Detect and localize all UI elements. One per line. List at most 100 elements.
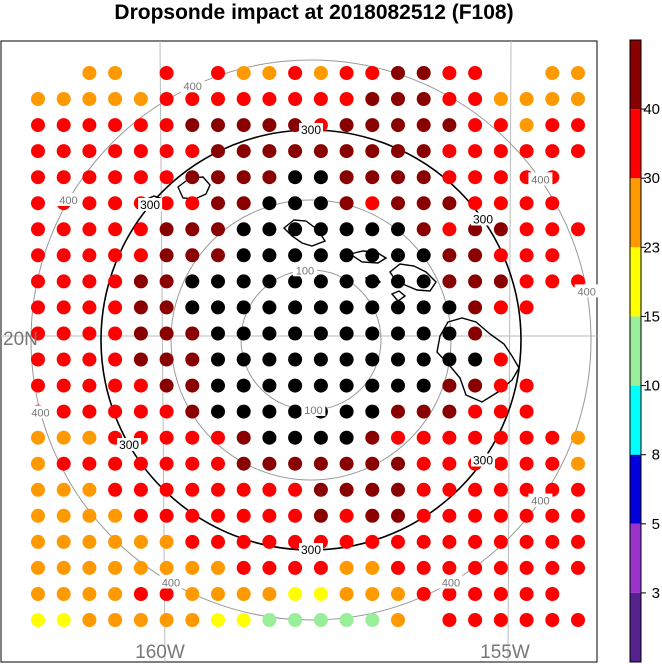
impact-dot <box>82 118 97 133</box>
impact-dot <box>56 560 71 575</box>
impact-dot <box>31 352 45 367</box>
impact-dot <box>133 300 148 315</box>
impact-dot <box>185 482 200 497</box>
impact-dot <box>108 248 123 263</box>
impact-dot <box>185 352 200 367</box>
impact-dot <box>545 118 560 133</box>
ring-label-400: 400 <box>31 408 49 420</box>
impact-dot <box>133 560 148 575</box>
impact-dot <box>571 66 585 80</box>
impact-dot <box>313 378 328 393</box>
impact-dot <box>519 118 534 133</box>
impact-dot <box>442 196 457 211</box>
impact-dot <box>185 170 200 185</box>
impact-dot <box>31 482 45 497</box>
impact-dot <box>211 404 225 419</box>
impact-dot <box>288 144 303 159</box>
ring-label-100: 100 <box>296 265 314 277</box>
impact-dot <box>365 144 380 159</box>
island-molokai <box>348 250 388 264</box>
impact-dot <box>442 222 457 237</box>
island-kahoolawe <box>390 290 407 302</box>
ring-label-bg <box>574 284 599 298</box>
impact-dot <box>211 560 225 575</box>
lon-label-160w: 160W <box>135 642 185 663</box>
island-oahu <box>282 219 327 247</box>
impact-dot <box>185 248 200 263</box>
impact-dot <box>493 587 508 601</box>
impact-dot <box>493 560 508 575</box>
impact-dot <box>519 560 534 575</box>
ring-label-bg <box>299 543 323 556</box>
impact-dot <box>339 222 354 237</box>
ring-label-400: 400 <box>442 578 460 590</box>
impact-dot <box>416 378 431 393</box>
impact-dot <box>468 222 483 237</box>
impact-dot <box>211 534 225 549</box>
impact-dot <box>159 613 174 627</box>
impact-dot <box>31 534 45 549</box>
impact-dot <box>159 456 174 471</box>
impact-dot <box>31 378 45 393</box>
impact-dot <box>56 352 71 367</box>
impact-dot <box>211 456 225 471</box>
impact-dot <box>211 613 225 627</box>
impact-dot <box>391 196 405 211</box>
impact-dot <box>262 196 277 211</box>
impact-dot <box>288 378 303 393</box>
ring-label-bg <box>301 403 326 416</box>
impact-dot <box>185 560 200 575</box>
impact-dot <box>56 534 71 549</box>
impact-dot <box>468 534 483 549</box>
impact-dot <box>339 456 354 471</box>
impact-dot <box>468 587 483 601</box>
impact-dot <box>185 274 200 289</box>
impact-dot <box>391 560 405 575</box>
impact-dot <box>468 274 483 289</box>
impact-dot <box>262 378 277 393</box>
impact-dot <box>82 66 97 80</box>
impact-dot <box>365 326 380 341</box>
ring-labels: 100 100 300 300 300 300 300 300 400 400 400 400 400 4… <box>28 79 599 590</box>
impact-dot <box>236 118 251 133</box>
impact-dot <box>288 300 303 315</box>
impact-dot <box>133 508 148 523</box>
impact-dot <box>82 92 97 106</box>
impact-dot <box>82 508 97 523</box>
impact-dot <box>159 587 174 601</box>
impact-dot <box>108 196 123 211</box>
impact-dot <box>545 430 560 445</box>
impact-dot <box>82 326 97 341</box>
impact-dot <box>82 222 97 237</box>
impact-dot <box>288 430 303 445</box>
impact-dot <box>519 456 534 471</box>
impact-dot <box>468 352 483 367</box>
impact-dot <box>56 222 71 237</box>
impact-dot <box>391 144 405 159</box>
impact-dot <box>519 300 534 315</box>
impact-dot <box>545 144 560 159</box>
impact-dot <box>493 248 508 263</box>
impact-dot <box>82 482 97 497</box>
impact-dot <box>159 118 174 133</box>
impact-dot <box>545 222 560 237</box>
colorbar-label: 5 <box>652 516 660 533</box>
impact-dot <box>262 560 277 575</box>
impact-dot <box>159 222 174 237</box>
impact-dot <box>31 274 45 289</box>
ring-label-100: 100 <box>304 405 322 417</box>
impact-dot <box>493 274 508 289</box>
impact-dot <box>108 92 123 106</box>
impact-dot <box>82 534 97 549</box>
impact-dot <box>159 560 174 575</box>
impact-dot <box>339 587 354 601</box>
colorbar-segment <box>630 40 641 110</box>
impact-dot <box>391 430 405 445</box>
colorbar-label: 15 <box>643 308 660 325</box>
lat-label-20n: 20N <box>3 329 38 350</box>
impact-dot <box>108 613 123 627</box>
impact-dot <box>493 456 508 471</box>
impact-dot <box>468 144 483 159</box>
impact-dot <box>519 274 534 289</box>
impact-dot <box>31 144 45 159</box>
